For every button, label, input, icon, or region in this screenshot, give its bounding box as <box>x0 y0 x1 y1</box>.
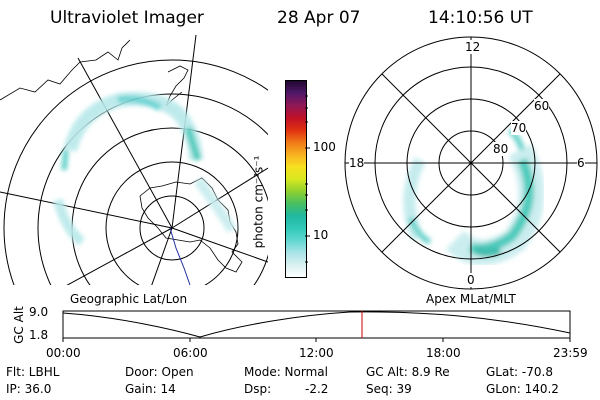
gc-altitude-status: GC Alt: 8.9 Re <box>366 365 450 379</box>
sequence-status: Seq: 39 <box>366 382 412 396</box>
filter-status: Flt: LBHL <box>6 365 60 379</box>
geo-longitude-status: GLon: 140.2 <box>486 382 559 396</box>
geo-aurora-band <box>117 95 162 112</box>
geo-lon-line <box>0 191 173 229</box>
geo-latitude-status: GLat: -70.8 <box>486 365 553 379</box>
colorbar-tick-100: 100 <box>313 140 336 154</box>
geo-aurora-band <box>53 198 86 246</box>
geo-aurora-band <box>61 149 69 171</box>
altitude-tick-max: 9.0 <box>29 305 49 319</box>
geo-lon-line <box>171 227 268 263</box>
geo-aurora-band <box>184 126 202 162</box>
dsp-label: Dsp: <box>244 382 272 396</box>
coastline-australia <box>0 39 131 101</box>
dsp-value: -2.2 <box>305 382 329 396</box>
apex-mlt-18: 18 <box>349 156 365 170</box>
geo-aurora-band <box>193 177 237 233</box>
time-tick-1800: 18:00 <box>426 346 461 360</box>
apex-aurora-oval <box>473 245 502 257</box>
altitude-tick-min: 1.8 <box>29 328 49 342</box>
geo-lon-line <box>171 167 268 229</box>
time-tick-0600: 06:00 <box>173 346 208 360</box>
apex-panel-label: Apex MLat/MLT <box>426 292 516 306</box>
geo-lat-circle <box>105 161 239 285</box>
mode-status: Mode: Normal <box>244 365 328 379</box>
geo-lat-circle <box>3 59 268 285</box>
apex-lat-70: 70 <box>511 121 527 135</box>
header-time: 14:10:56 UT <box>428 8 533 28</box>
instrument-title: Ultraviolet Imager <box>50 8 204 28</box>
apex-mlt-06: 6 <box>577 156 585 170</box>
satellite-ground-track <box>169 227 191 286</box>
gain-status: Gain: 14 <box>125 382 176 396</box>
geo-lon-line <box>77 57 173 229</box>
geo-lon-line <box>66 227 173 285</box>
colorbar-tick-10: 10 <box>313 228 329 242</box>
color-scale-bar <box>285 80 307 278</box>
geo-lat-circle <box>37 93 268 285</box>
coastline-antarctica <box>139 177 243 273</box>
apex-mlt-12: 12 <box>465 40 481 54</box>
geo-lat-circle <box>139 195 205 261</box>
ip-status: IP: 36.0 <box>6 382 52 396</box>
apex-mlt-00: 0 <box>467 273 475 287</box>
time-tick-1200: 12:00 <box>299 346 334 360</box>
altitude-curve <box>62 311 571 338</box>
time-tick-2359: 23:59 <box>553 346 588 360</box>
apex-mlt-line <box>381 73 561 253</box>
header-date: 28 Apr 07 <box>277 8 361 28</box>
time-tick-0000: 00:00 <box>46 346 81 360</box>
apex-aurora-oval <box>407 216 432 245</box>
apex-lat-80: 80 <box>493 142 509 156</box>
door-status: Door: Open <box>125 365 194 379</box>
apex-lat-60: 60 <box>534 99 550 113</box>
geographic-panel-label: Geographic Lat/Lon <box>70 292 188 306</box>
